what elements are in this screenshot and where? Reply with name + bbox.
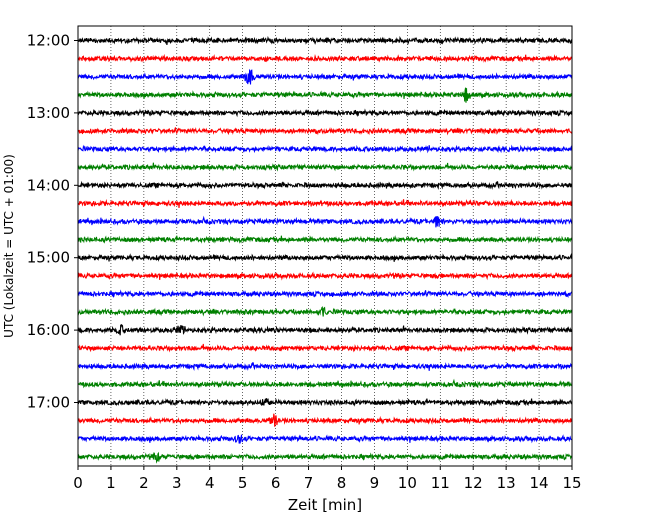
trace-row-1645 bbox=[77, 378, 573, 389]
trace-row-1445 bbox=[77, 235, 573, 244]
trace-row-1530 bbox=[77, 289, 573, 299]
y-tick-label: 17:00 bbox=[27, 394, 70, 412]
y-axis-label: UTC (Lokalzeit = UTC + 01:00) bbox=[2, 154, 16, 338]
trace-row-1200 bbox=[77, 35, 573, 46]
x-tick-label: 1 bbox=[106, 474, 116, 492]
x-tick-label: 12 bbox=[464, 474, 483, 492]
trace-row-1230 bbox=[77, 68, 573, 85]
x-tick-label: 2 bbox=[139, 474, 149, 492]
trace-row-1315 bbox=[77, 126, 573, 136]
trace-row-1415 bbox=[77, 198, 573, 208]
trace-row-1700 bbox=[77, 398, 573, 407]
x-tick-label: 4 bbox=[205, 474, 215, 492]
x-tick-label: 7 bbox=[304, 474, 314, 492]
trace-row-1600 bbox=[77, 323, 573, 336]
trace-row-1515 bbox=[77, 271, 573, 281]
x-tick-label: 15 bbox=[562, 474, 581, 492]
y-tick-label: 12:00 bbox=[27, 32, 70, 50]
x-tick-label: 13 bbox=[497, 474, 516, 492]
trace-row-1615 bbox=[77, 343, 573, 353]
x-tick-label: 10 bbox=[398, 474, 417, 492]
x-tick-label: 14 bbox=[530, 474, 549, 492]
seismogram-traces bbox=[77, 35, 573, 464]
x-tick-label: 11 bbox=[431, 474, 450, 492]
y-axis-ticks: 12:00 13:00 14:00 15:00 16:00 17:00 bbox=[27, 32, 78, 412]
y-tick-label: 16:00 bbox=[27, 321, 70, 339]
x-tick-label: 3 bbox=[172, 474, 182, 492]
trace-row-1500 bbox=[77, 253, 573, 262]
trace-row-1745 bbox=[77, 451, 573, 464]
trace-row-1215 bbox=[77, 53, 573, 63]
trace-row-1715 bbox=[77, 413, 573, 427]
trace-row-1330 bbox=[77, 144, 573, 154]
trace-row-1245 bbox=[77, 87, 573, 103]
x-axis-ticks: 0 1 2 3 4 5 6 7 8 9 10 11 12 13 14 15 bbox=[73, 466, 582, 492]
y-tick-label: 15:00 bbox=[27, 249, 70, 267]
y-tick-label: 14:00 bbox=[27, 176, 70, 194]
trace-row-1400 bbox=[77, 180, 573, 191]
x-tick-label: 6 bbox=[271, 474, 281, 492]
x-tick-label: 0 bbox=[73, 474, 83, 492]
trace-row-1300 bbox=[77, 108, 573, 118]
trace-row-1730 bbox=[77, 434, 573, 444]
x-axis-label: Zeit [min] bbox=[288, 496, 362, 514]
trace-row-1630 bbox=[77, 362, 573, 372]
x-tick-label: 5 bbox=[238, 474, 248, 492]
trace-row-1430 bbox=[77, 215, 573, 228]
trace-row-1545 bbox=[77, 306, 573, 317]
plot-frame bbox=[77, 25, 573, 467]
x-tick-label: 8 bbox=[337, 474, 347, 492]
y-tick-label: 13:00 bbox=[27, 104, 70, 122]
trace-row-1345 bbox=[77, 162, 573, 172]
x-tick-label: 9 bbox=[370, 474, 380, 492]
